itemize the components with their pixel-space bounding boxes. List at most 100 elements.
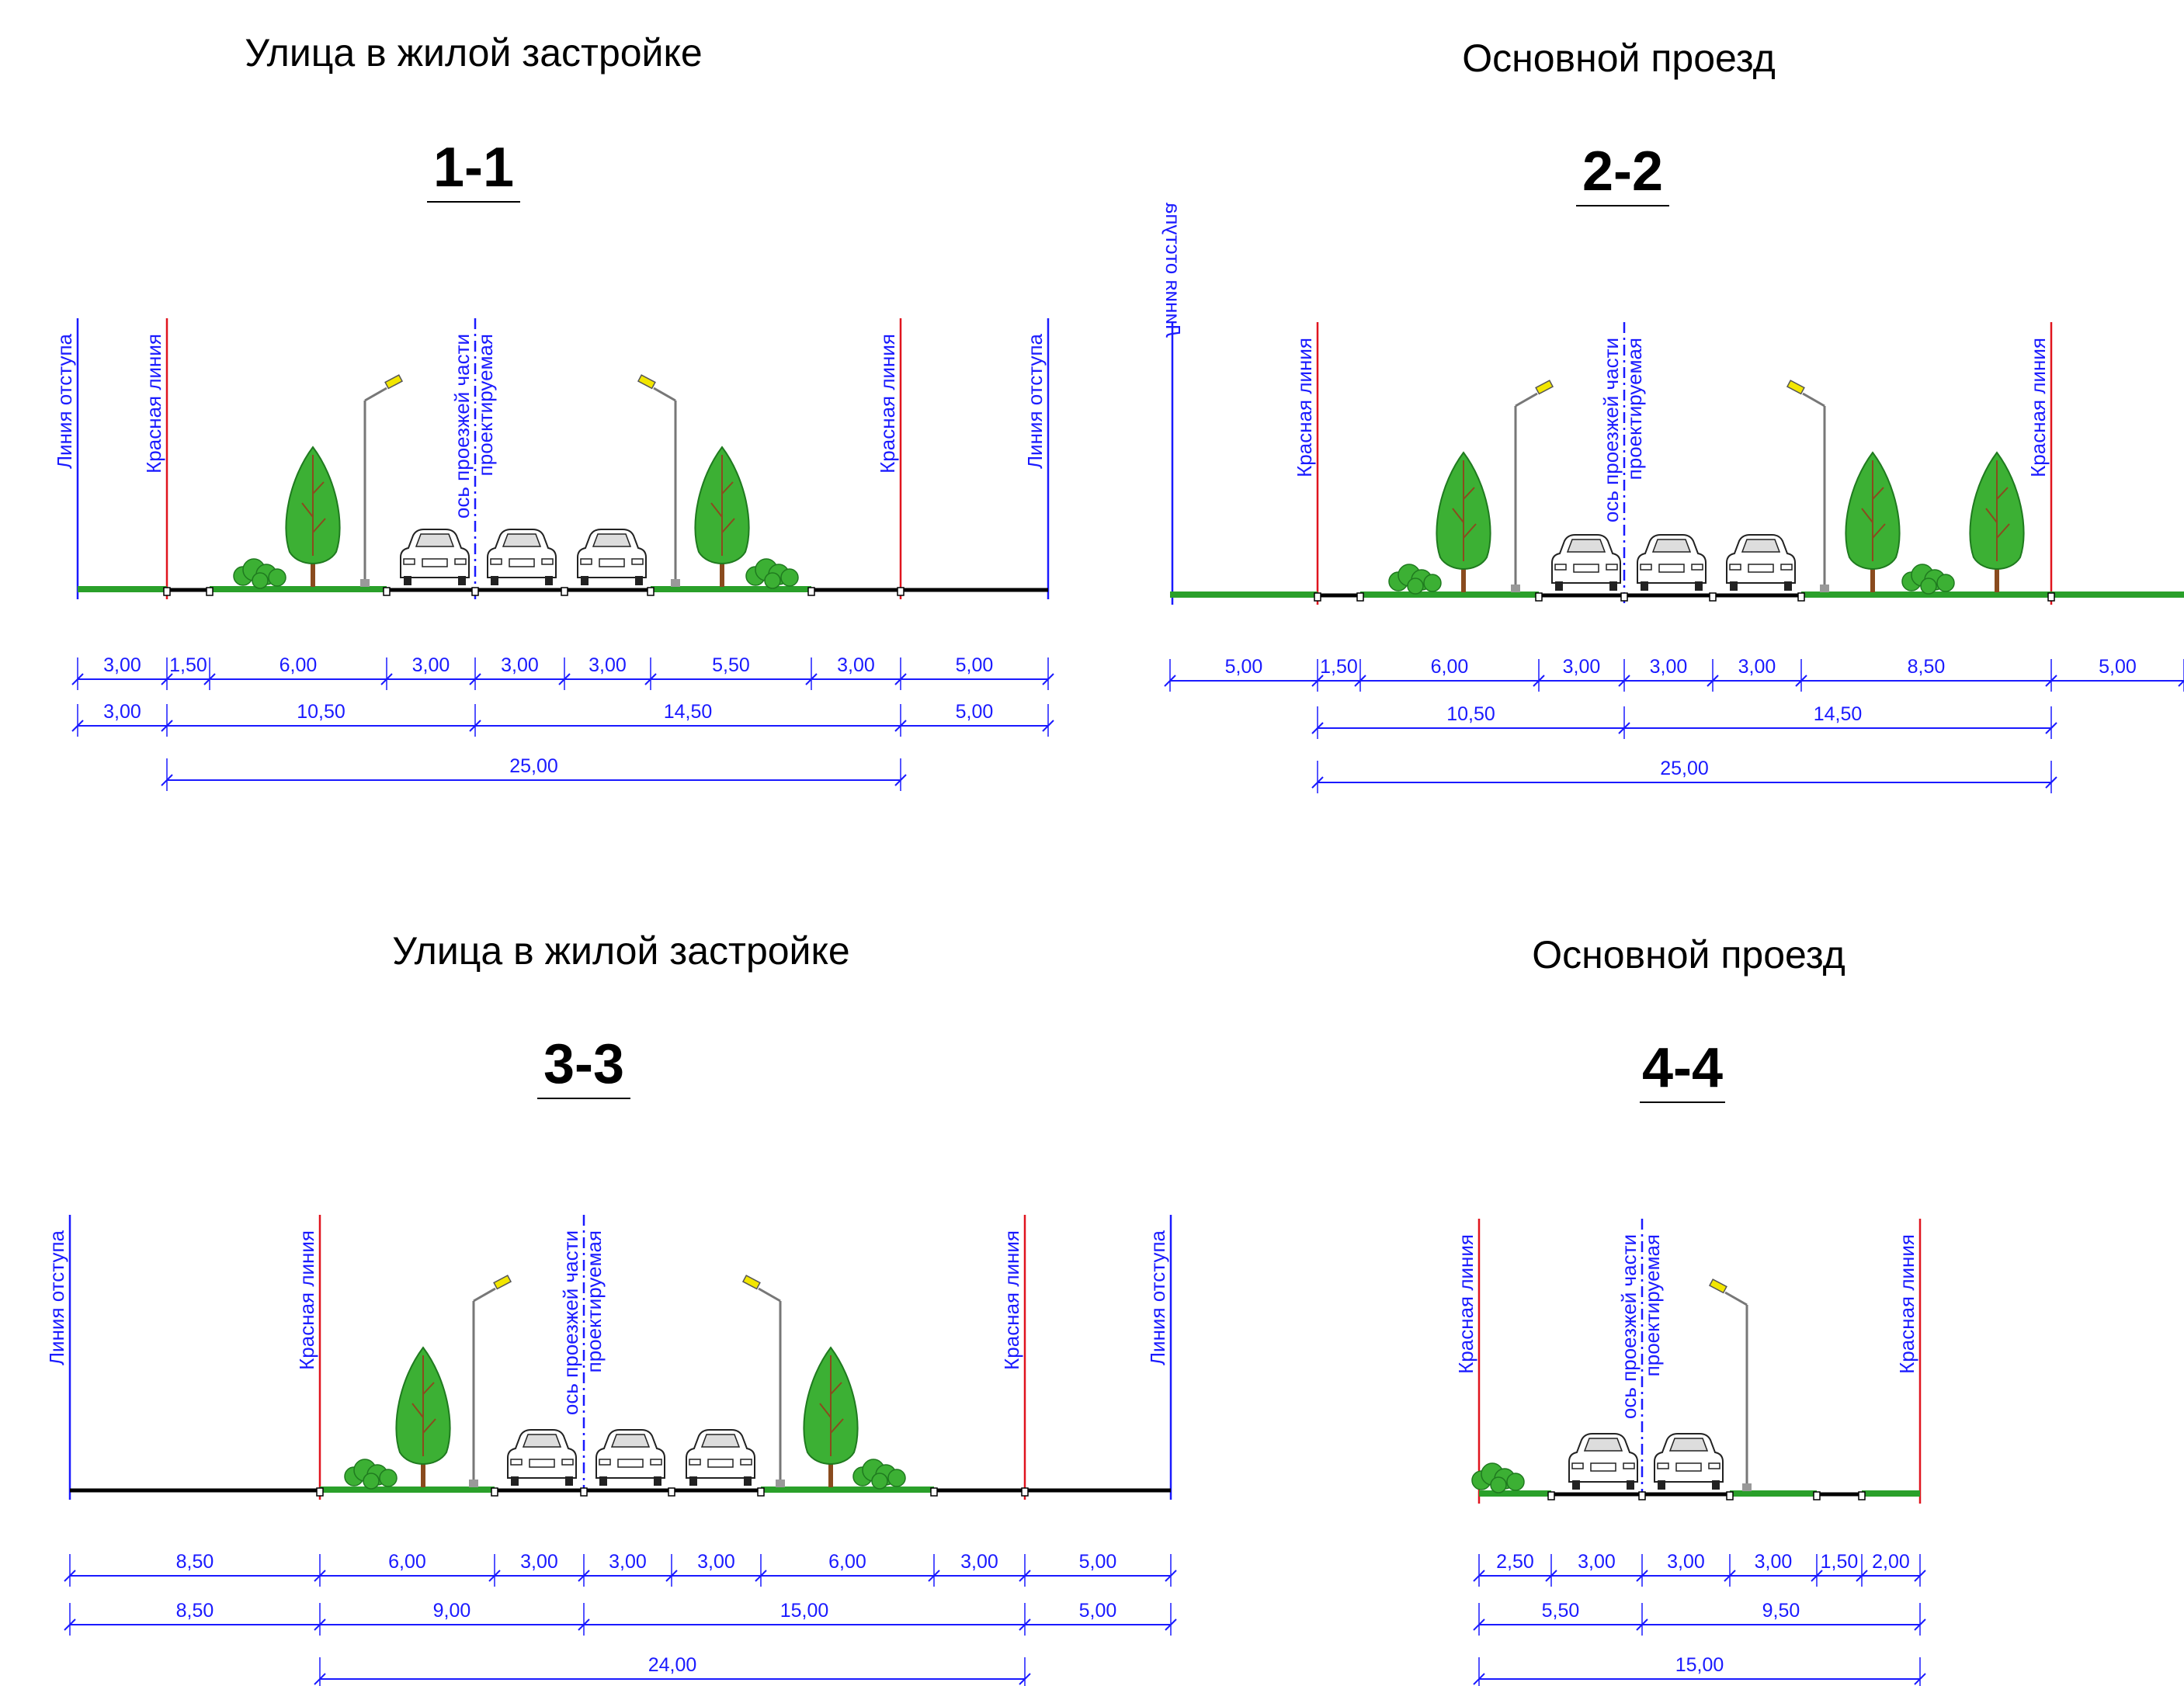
dimension-label: 15,00	[1675, 1654, 1724, 1676]
car-window	[522, 1434, 562, 1448]
tree-icon	[1845, 451, 1901, 592]
car-grille	[509, 558, 535, 567]
car-wheel	[581, 576, 589, 585]
car-headlight	[1606, 564, 1618, 571]
dimension-tick	[488, 1570, 501, 1582]
dimension-tick	[380, 673, 393, 685]
car-headlight	[561, 1459, 574, 1466]
car-headlight	[1640, 564, 1652, 571]
car-headlight	[1571, 1462, 1584, 1469]
curb-stone	[471, 587, 479, 596]
curb-stone	[1535, 592, 1543, 602]
axis-label: проектируемая	[1623, 338, 1646, 480]
dimension-tick	[1311, 675, 1324, 687]
car-headlight	[1780, 564, 1793, 571]
dimension-label: 1,50	[1821, 1551, 1859, 1573]
red-line-label: Красная линия	[876, 334, 899, 474]
car-grille	[1573, 564, 1599, 573]
tree-icon	[694, 446, 750, 587]
dimension-tick	[71, 720, 84, 732]
car-wheel	[1730, 581, 1738, 591]
axis-label: ось проезжей части	[450, 334, 474, 519]
axis-label: ось проезжей части	[1599, 338, 1623, 522]
tree-trunk	[1870, 561, 1875, 592]
car-wheel	[565, 1476, 573, 1486]
car-window	[592, 533, 632, 547]
red-line-label: Красная линия	[1000, 1230, 1023, 1370]
dimension-label: 5,00	[2099, 656, 2137, 678]
car-window	[1583, 1438, 1623, 1452]
dimension-label: 3,00	[697, 1551, 735, 1573]
car-wheel	[458, 576, 466, 585]
setback-line-label: Линия отступа	[1161, 202, 1185, 338]
dimension-tick	[1707, 675, 1719, 687]
curb-stone	[2047, 592, 2055, 602]
curb-stone	[206, 587, 214, 596]
lamp-base	[1511, 585, 1520, 592]
dimension-tick	[2045, 722, 2057, 734]
lamp-base	[360, 579, 370, 587]
car-icon	[400, 529, 470, 585]
dimension-label: 3,00	[960, 1551, 998, 1573]
dimension-tick	[1164, 675, 1176, 687]
car-wheel	[1712, 1480, 1720, 1490]
dimension-tick	[1914, 1618, 1926, 1631]
bush-leaf	[363, 1473, 380, 1490]
car-headlight	[1708, 1462, 1720, 1469]
bush-leaf	[1936, 574, 1955, 592]
dimension-tick	[314, 1673, 326, 1685]
car-headlight	[740, 1459, 752, 1466]
section-number: 4-4	[1642, 1037, 1723, 1099]
bush-leaf	[764, 572, 781, 589]
car-headlight	[454, 558, 467, 565]
dimension-tick	[558, 673, 571, 685]
car-grille	[529, 1459, 555, 1468]
curb-stone	[561, 587, 568, 596]
dimension-tick	[1724, 1570, 1736, 1582]
dimension-tick	[1311, 722, 1324, 734]
dimension-label: 3,00	[520, 1551, 558, 1573]
dimension-label: 5,00	[1225, 656, 1263, 678]
section-panel-3-3: Улица в жилой застройке 3-3 Линия отступа К…	[45, 929, 1177, 1686]
car-grille	[617, 1459, 644, 1468]
street-lamp-icon	[637, 374, 680, 587]
car-wheel	[404, 576, 411, 585]
curb-stone	[1813, 1491, 1821, 1500]
street-lamp-icon	[360, 374, 404, 587]
curb-stone	[1021, 1487, 1029, 1497]
car-icon	[1654, 1433, 1724, 1490]
car-headlight	[1657, 1462, 1669, 1469]
car-wheel	[545, 576, 553, 585]
dimension-tick	[1811, 1570, 1823, 1582]
dimension-tick	[1533, 675, 1545, 687]
dimension-label: 3,00	[1667, 1551, 1705, 1573]
dimension-label: 5,50	[1542, 1600, 1580, 1622]
lamp-light	[1786, 380, 1805, 395]
lawn-strip	[1862, 1490, 1920, 1497]
curb-stone	[580, 1487, 588, 1497]
dimension-label: 5,00	[956, 701, 994, 723]
car-icon	[595, 1429, 665, 1486]
car-icon	[577, 529, 647, 585]
bush-leaf	[1490, 1476, 1507, 1493]
curb-stone	[1858, 1491, 1866, 1500]
car-wheel	[1695, 581, 1703, 591]
tree-branches	[1452, 460, 1477, 561]
dimension-tick	[314, 1618, 326, 1631]
car-icon	[1726, 534, 1796, 591]
section-number: 3-3	[543, 1033, 624, 1095]
car-headlight	[1729, 564, 1741, 571]
tree-icon	[1969, 451, 2025, 592]
dimension-tick	[1795, 675, 1807, 687]
lamp-arm	[1724, 1291, 1748, 1306]
lamp-base	[776, 1480, 785, 1487]
curb-stone	[930, 1487, 938, 1497]
lamp-light	[1708, 1278, 1727, 1294]
car-window	[1668, 1438, 1709, 1452]
street-lamp-icon	[469, 1275, 512, 1487]
lawn-strip	[1360, 591, 1539, 598]
dimension-label: 1,50	[1320, 656, 1358, 678]
car-grille	[1748, 564, 1774, 573]
curb-stone	[1314, 592, 1321, 602]
car-window	[1566, 539, 1606, 553]
